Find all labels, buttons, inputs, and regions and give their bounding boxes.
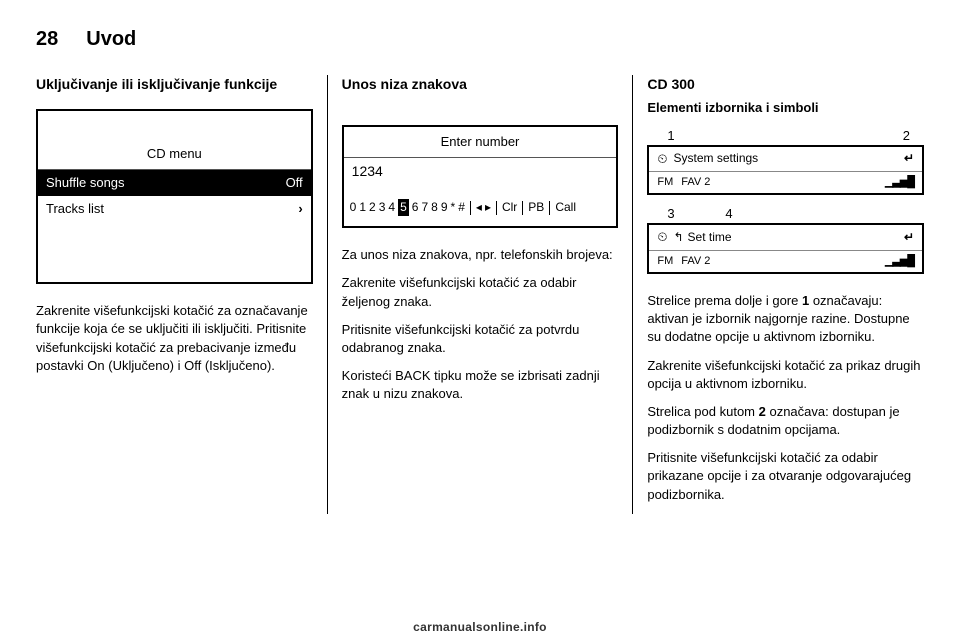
next-icon: ▸ xyxy=(485,199,491,216)
digit: 2 xyxy=(369,199,376,216)
clock-icon: ⏲ xyxy=(657,150,667,168)
system-settings-screen: ⏲ System settings ↵ FM FAV 2 ▁▃▅█ xyxy=(647,145,924,196)
digit: * xyxy=(451,199,456,216)
digit: 4 xyxy=(388,199,395,216)
lcd2-title: Enter number xyxy=(344,127,617,158)
col3-heading: Elementi izbornika i simboli xyxy=(647,99,924,117)
digit: 6 xyxy=(412,199,419,216)
column-1: Uključivanje ili isključivanje funkcije … xyxy=(36,75,328,514)
col3-p3: Strelica pod kutom 2 označava: dostupan … xyxy=(647,403,924,439)
fm-label: FM xyxy=(657,254,673,269)
digit: 9 xyxy=(441,199,448,216)
section-title: Uvod xyxy=(86,28,136,50)
fav-label: FAV 2 xyxy=(681,175,710,190)
shuffle-row: Shuffle songs Off xyxy=(38,170,311,196)
enter-icon: ↵ xyxy=(904,229,914,246)
footer-watermark: carmanualsonline.info xyxy=(0,620,960,634)
prev-icon: ◂ xyxy=(476,199,482,216)
enter-number-screen: Enter number 1234 0 1 2 3 4 5 6 7 8 9 * … xyxy=(342,125,619,229)
digit: 7 xyxy=(421,199,428,216)
page-number: 28 xyxy=(36,28,58,50)
entered-number: 1234 xyxy=(344,158,617,186)
digit-row: 0 1 2 3 4 5 6 7 8 9 * # ◂ ▸ Clr xyxy=(344,195,617,220)
tracks-label: Tracks list xyxy=(46,200,104,218)
mini2-title: Set time xyxy=(688,229,904,246)
call-label: Call xyxy=(555,199,576,216)
digit: 8 xyxy=(431,199,438,216)
col1-heading: Uključivanje ili isključivanje funkcije xyxy=(36,75,313,95)
col3-p2: Zakrenite višefunkcijski kotačić za prik… xyxy=(647,357,924,393)
back-arrow-icon: ↰ xyxy=(673,229,683,246)
pb-label: PB xyxy=(528,199,544,216)
shuffle-value: Off xyxy=(286,174,303,192)
model-label: CD 300 xyxy=(647,75,924,95)
column-2: Unos niza znakova Enter number 1234 0 1 … xyxy=(328,75,634,514)
signal-icon: ▁▃▅█ xyxy=(885,175,914,190)
lcd-title: CD menu xyxy=(38,139,311,170)
mini1-container: 1 2 ⏲ System settings ↵ FM FAV 2 ▁▃▅█ xyxy=(647,127,924,196)
clr-label: Clr xyxy=(502,199,517,216)
col1-para: Zakrenite višefunkcijski kotačić za ozna… xyxy=(36,302,313,375)
set-time-screen: ⏲ ↰ Set time ↵ FM FAV 2 ▁▃▅█ xyxy=(647,223,924,274)
column-3: CD 300 Elementi izbornika i simboli 1 2 … xyxy=(633,75,924,514)
digit: 1 xyxy=(359,199,366,216)
mini2-container: 3 4 ⏲ ↰ Set time ↵ FM FAV 2 ▁▃▅█ xyxy=(647,205,924,274)
fm-label: FM xyxy=(657,175,673,190)
col2-p1: Za unos niza znakova, npr. telefonskih b… xyxy=(342,246,619,264)
cd-menu-screen: CD menu Shuffle songs Off Tracks list › xyxy=(36,109,313,285)
col2-p3: Pritisnite višefunkcijski kotačić za pot… xyxy=(342,321,619,357)
enter-icon: ↵ xyxy=(904,150,914,167)
shuffle-label: Shuffle songs xyxy=(46,174,125,192)
fav-label: FAV 2 xyxy=(681,254,710,269)
content-columns: Uključivanje ili isključivanje funkcije … xyxy=(36,75,924,514)
digit: 3 xyxy=(379,199,386,216)
chevron-right-icon: › xyxy=(298,200,302,218)
col2-p4: Koristeći BACK tipku može se izbrisati z… xyxy=(342,367,619,403)
col2-heading: Unos niza znakova xyxy=(342,75,619,95)
clock-icon: ⏲ xyxy=(657,228,667,246)
col2-p2: Zakrenite višefunkcijski kotačić za odab… xyxy=(342,274,619,310)
digit-selected: 5 xyxy=(398,199,409,216)
digit: 0 xyxy=(350,199,357,216)
col3-p1: Strelice prema dolje i gore 1 označavaju… xyxy=(647,292,924,347)
col3-p4: Pritisnite višefunkcijski kotačić za oda… xyxy=(647,449,924,504)
page-header: 28 Uvod xyxy=(36,28,924,51)
mini1-title: System settings xyxy=(673,150,903,167)
tracks-row: Tracks list › xyxy=(38,196,311,222)
signal-icon: ▁▃▅█ xyxy=(885,254,914,269)
digit: # xyxy=(458,199,465,216)
